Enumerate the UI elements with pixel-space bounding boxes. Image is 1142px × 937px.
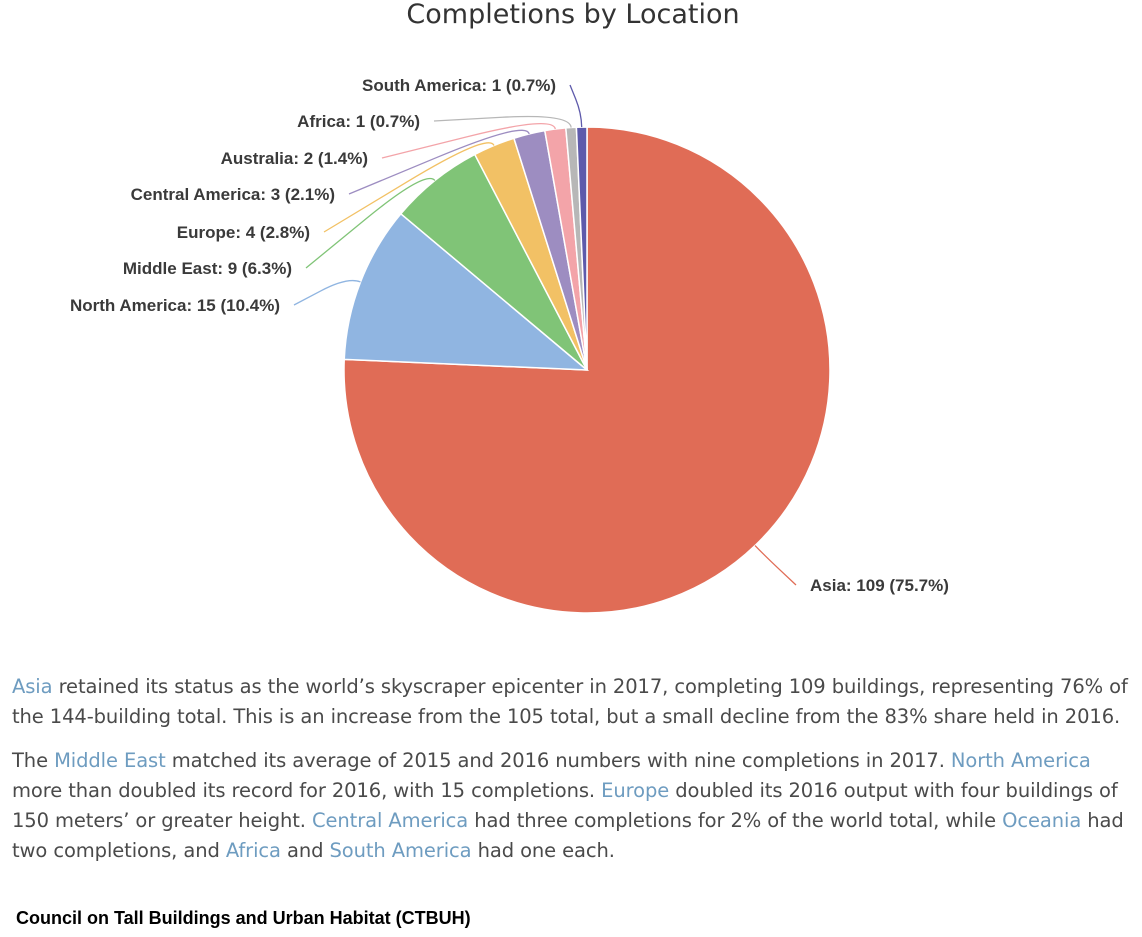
leader-line-central-america [348,129,530,195]
link-asia[interactable]: Asia [12,675,53,698]
slice-label-australia: Australia: 2 (1.4%) [221,149,368,168]
paragraph-text: had two completions, and [12,809,1124,862]
paragraph-text: and [280,839,330,862]
slice-label-europe: Europe: 4 (2.8%) [177,223,310,242]
paragraph-text: doubled its 2016 output with four buildi… [12,779,1118,832]
link-south-america[interactable]: South America [329,839,472,862]
pie-slice-north-america [343,212,590,371]
slice-label-africa: Africa: 1 (0.7%) [297,112,420,131]
pie-slice-asia [343,126,831,614]
link-oceania[interactable]: Oceania [1002,809,1082,832]
paragraph-text: The [12,749,55,772]
leader-line-north-america [293,279,361,306]
article-text: Asia retained its status as the world’s … [12,672,1140,880]
article-paragraph-regions: The Middle East matched its average of 2… [12,746,1140,866]
link-north-america[interactable]: North America [950,749,1091,772]
slice-label-middle-east: Middle East: 9 (6.3%) [123,259,292,278]
article-paragraph-asia: Asia retained its status as the world’s … [12,672,1140,732]
paragraph-text: had three completions for 2% of the worl… [468,809,1003,832]
leader-line-europe [323,142,495,233]
link-middle-east[interactable]: Middle East [54,749,166,772]
paragraph-text: matched its average of 2015 and 2016 num… [165,749,951,772]
leader-line-middle-east [305,177,436,269]
paragraph-text: retained its status as the world’s skysc… [12,675,1128,728]
leader-line-africa [433,115,572,128]
paragraph-text: had one each. [471,839,615,862]
leader-line-asia [754,545,797,586]
link-central-america[interactable]: Central America [312,809,469,832]
leader-lines [293,84,797,586]
chart-title: Completions by Location [406,0,739,30]
slice-labels: Asia: 109 (75.7%) North America: 15 (10.4… [70,76,949,595]
slice-label-central-america: Central America: 3 (2.1%) [131,185,335,204]
link-europe[interactable]: Europe [601,779,670,802]
slice-label-south-america: South America: 1 (0.7%) [362,76,556,95]
paragraph-text: more than doubled its record for 2016, w… [12,779,602,802]
slice-label-north-america: North America: 15 (10.4%) [70,296,280,315]
source-credit: Council on Tall Buildings and Urban Habi… [16,908,471,928]
leader-line-south-america [569,84,583,128]
leader-line-australia [381,122,556,159]
pie-chart: Completions by Location Asia: 109 (75.7%… [70,0,949,614]
pie-slices [343,126,831,614]
link-africa[interactable]: Africa [225,839,281,862]
slice-label-asia: Asia: 109 (75.7%) [810,576,949,595]
